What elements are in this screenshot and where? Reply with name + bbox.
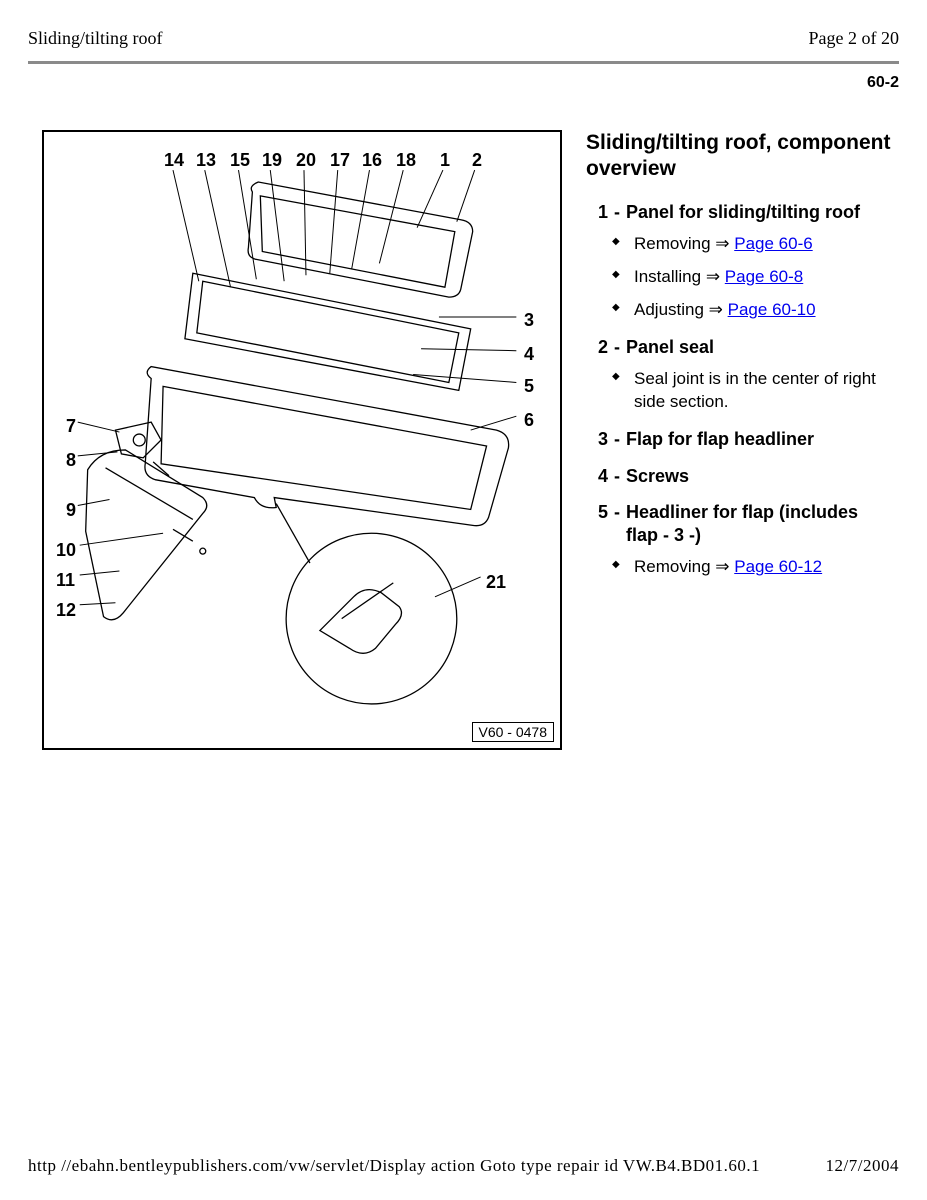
item-title: Flap for flap headliner [626,428,895,451]
arrow-icon: ⇒ [706,267,725,286]
item-sub: Adjusting ⇒ Page 60-10 [634,299,895,322]
overview-item: 2-Panel seal Seal joint is in the center … [586,336,895,414]
overview-item: 1-Panel for sliding/tilting roof Removing… [586,201,895,322]
item-sub-list: Seal joint is in the center of right sid… [610,368,895,414]
item-sub-list: Removing ⇒ Page 60-6 Installing ⇒ Page 60… [610,233,895,322]
overview-item: 3-Flap for flap headliner [586,428,895,451]
page-number: Page 2 of 20 [809,28,899,49]
item-sub-list: Removing ⇒ Page 60-12 [610,556,895,579]
header-rule [28,61,899,64]
overview-column: Sliding/tilting roof, component overview… [586,130,899,750]
footer-date: 12/7/2004 [826,1156,899,1176]
overview-item-head: 2-Panel seal [586,336,895,359]
figure-id: V60 - 0478 [472,722,555,742]
sub-text: Installing [634,267,706,286]
sub-text: Adjusting [634,300,709,319]
item-dash: - [608,201,626,224]
item-number: 3 [586,428,608,451]
page-link[interactable]: Page 60-10 [728,300,816,319]
overview-item: 5-Headliner for flap (includes flap - 3 … [586,501,895,579]
item-sub: Removing ⇒ Page 60-6 [634,233,895,256]
page-footer: http //ebahn.bentleypublishers.com/vw/se… [28,1156,899,1176]
item-dash: - [608,336,626,359]
item-dash: - [608,501,626,524]
overview-item: 4-Screws [586,465,895,488]
page-header: Sliding/tilting roof Page 2 of 20 [28,28,899,57]
item-number: 1 [586,201,608,224]
sub-text: Removing [634,557,715,576]
overview-item-head: 5-Headliner for flap (includes flap - 3 … [586,501,895,546]
footer-url: http //ebahn.bentleypublishers.com/vw/se… [28,1156,760,1176]
item-title: Screws [626,465,895,488]
page-link[interactable]: Page 60-8 [725,267,803,286]
header-title: Sliding/tilting roof [28,28,163,49]
item-title: Headliner for flap (includes flap - 3 -) [626,501,895,546]
exploded-diagram: 14 13 15 19 20 17 16 18 1 2 3 4 5 6 7 8 … [42,130,562,750]
page-link[interactable]: Page 60-6 [734,234,812,253]
item-number: 5 [586,501,608,524]
arrow-icon: ⇒ [715,557,734,576]
item-sub: Seal joint is in the center of right sid… [634,368,895,414]
arrow-icon: ⇒ [715,234,734,253]
item-dash: - [608,428,626,451]
sub-text: Seal joint is in the center of right sid… [634,369,876,411]
item-sub: Installing ⇒ Page 60-8 [634,266,895,289]
section-number: 60-2 [28,74,899,92]
sub-text: Removing [634,234,715,253]
item-title: Panel seal [626,336,895,359]
overview-item-head: 4-Screws [586,465,895,488]
item-dash: - [608,465,626,488]
item-title: Panel for sliding/tilting roof [626,201,895,224]
item-sub: Removing ⇒ Page 60-12 [634,556,895,579]
diagram-svg [44,132,560,748]
page-link[interactable]: Page 60-12 [734,557,822,576]
item-number: 2 [586,336,608,359]
overview-item-head: 3-Flap for flap headliner [586,428,895,451]
arrow-icon: ⇒ [709,300,728,319]
overview-list: 1-Panel for sliding/tilting roofRemoving… [586,201,895,580]
overview-heading: Sliding/tilting roof, component overview [586,130,895,183]
item-number: 4 [586,465,608,488]
overview-item-head: 1-Panel for sliding/tilting roof [586,201,895,224]
